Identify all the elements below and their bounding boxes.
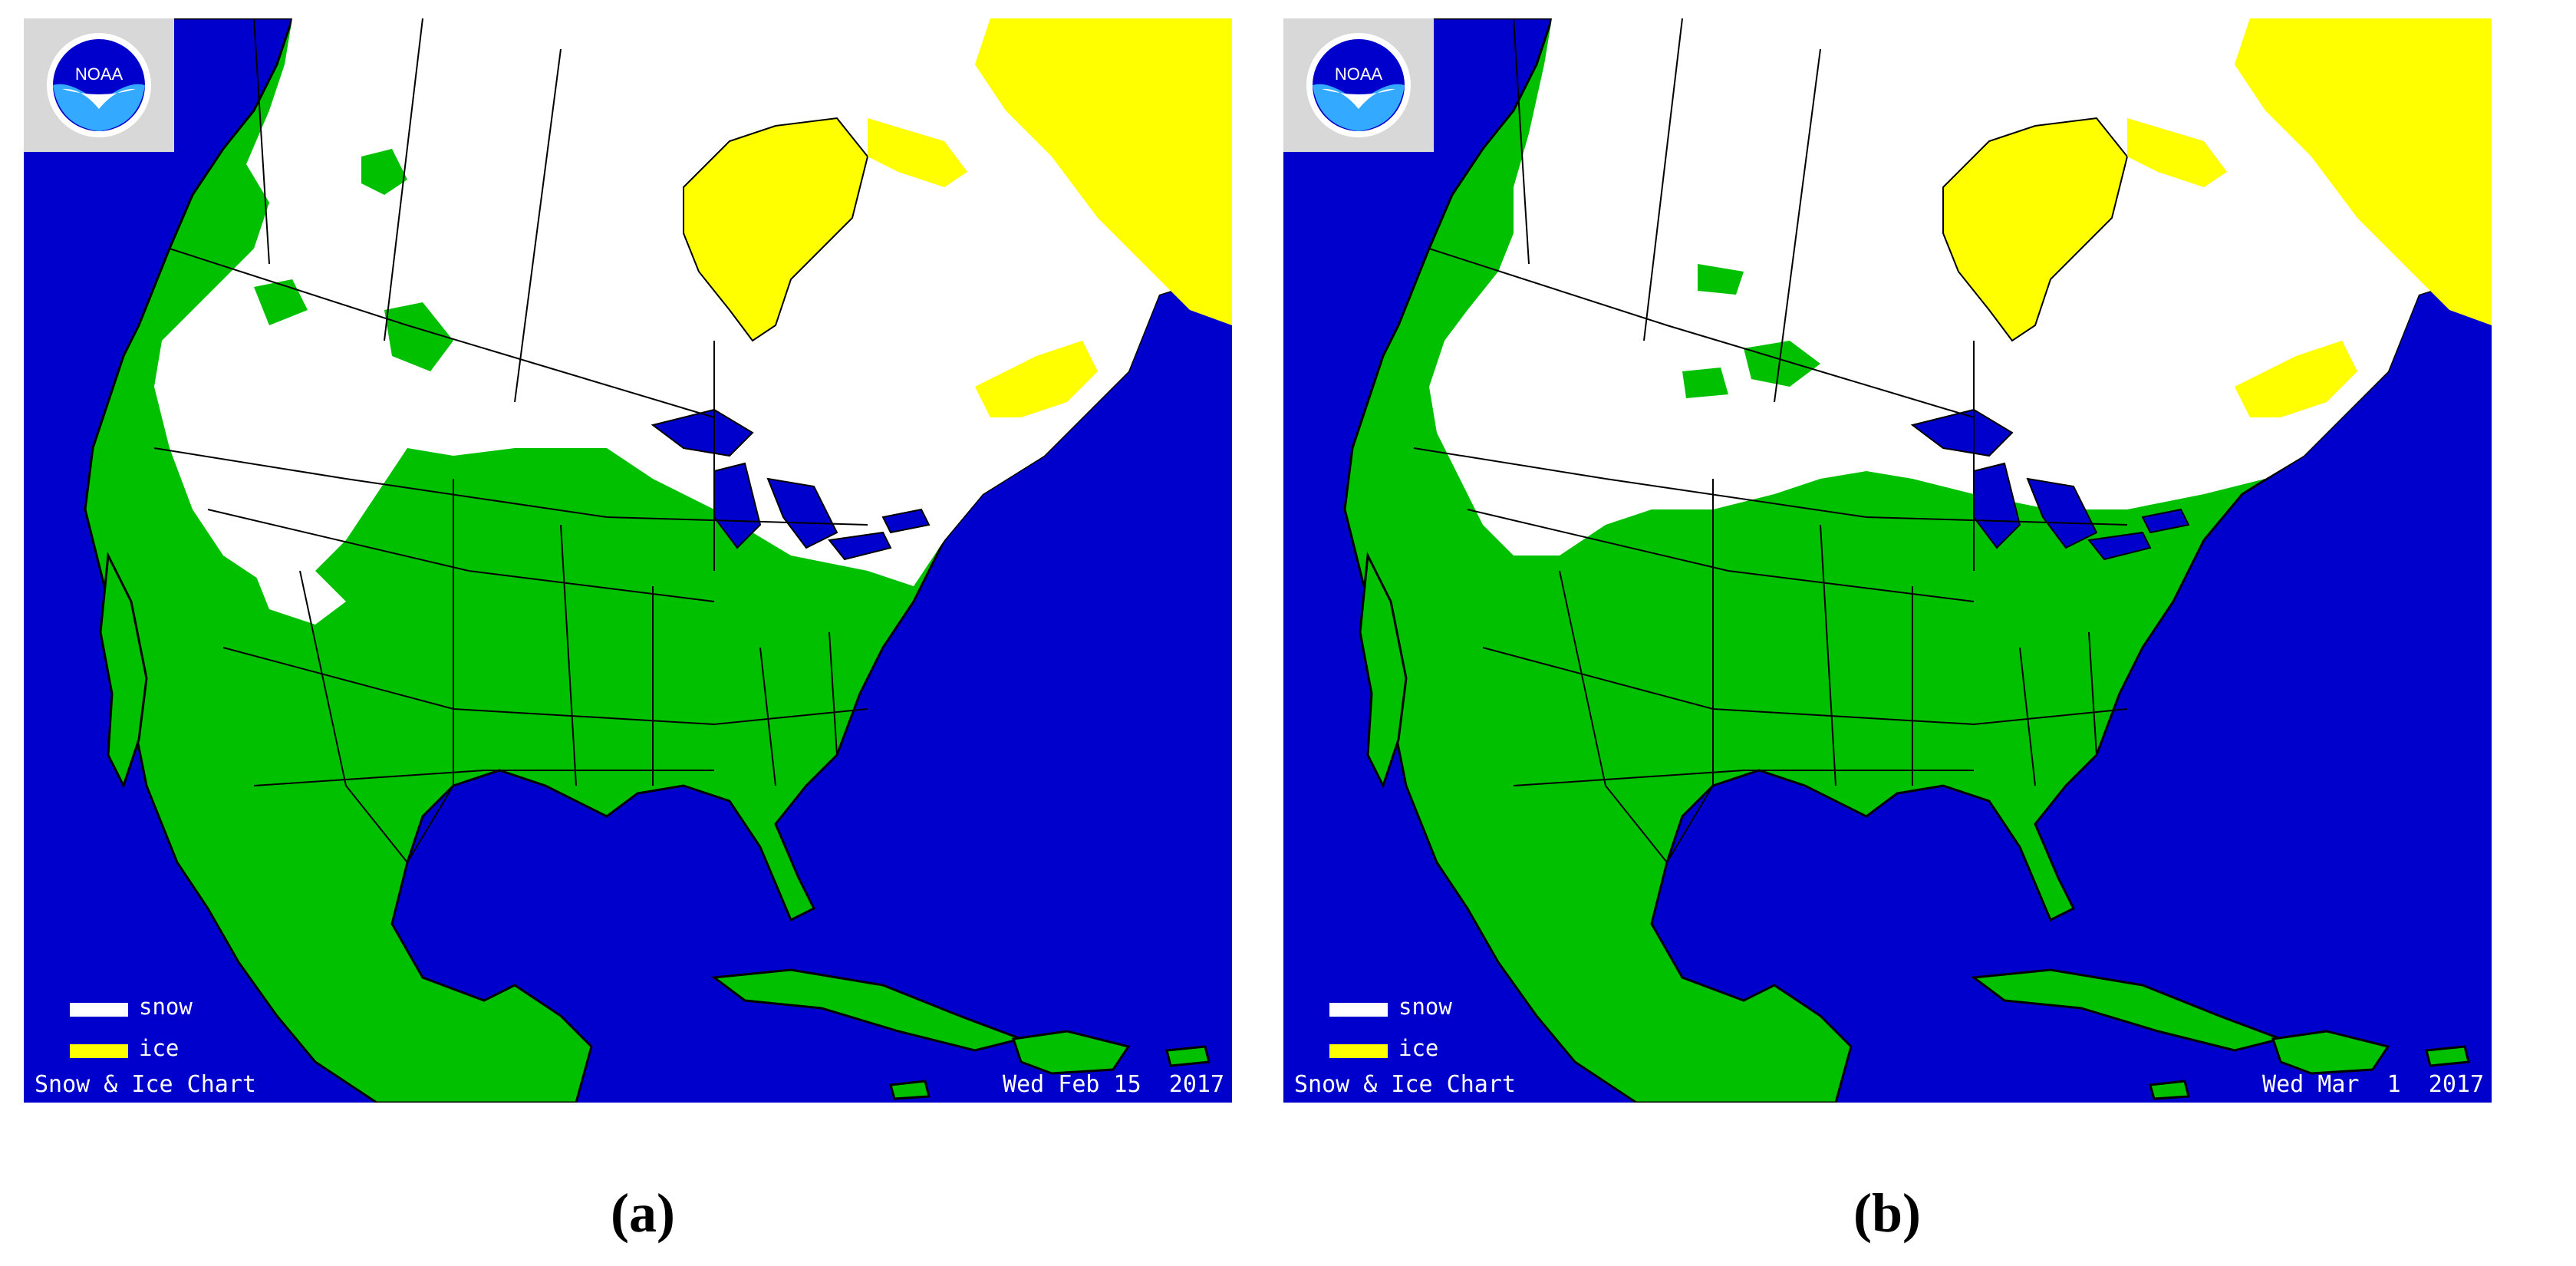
hudson-strait-ice [868,118,967,187]
bare-ground-patch [361,149,407,195]
chart-title: Snow & Ice Chart [1294,1071,1516,1098]
land-puerto-rico [1165,1045,1211,1067]
snow-ice-map-panel-a: NOAA snow ice Snow & Ice Chart Wed Feb 1… [24,18,1232,1103]
legend-snow-swatch [70,1003,128,1017]
caption-b: (b) [1853,1182,1921,1244]
hudson-strait-ice [2127,118,2227,187]
land-cuba [1971,968,2285,1052]
snow-patch-west [254,556,346,625]
snow-cover [154,18,1232,586]
noaa-logo-icon: NOAA [47,33,151,137]
bare-ground-patch [1682,368,1728,398]
bare-ground-patch [254,279,308,325]
legend-snow-label: snow [139,994,193,1020]
noaa-logo: NOAA [1283,18,1434,152]
land-jamaica [889,1080,931,1100]
bare-ground-patch [384,302,453,371]
noaa-logo: NOAA [24,18,174,152]
hudson-bay-ice [683,117,869,342]
chart-title: Snow & Ice Chart [35,1071,256,1098]
hudson-bay-ice [1942,117,2129,342]
legend-snow-swatch [1329,1003,1388,1017]
political-borders [153,18,868,864]
great-lakes [651,408,931,561]
land-baja [99,551,148,789]
land-puerto-rico [2425,1045,2470,1067]
land-baja [1359,551,1408,789]
bare-ground-patch [1698,264,1744,295]
snow-cover [1429,18,2492,556]
land-cuba [711,968,1026,1052]
gulf-stlawrence-ice [2235,341,2357,417]
chart-date: Wed Feb 15 2017 [1003,1071,1224,1098]
legend-snow-label: snow [1398,994,1452,1020]
legend-ice-label: ice [1398,1035,1439,1061]
bare-ground-patch [1744,341,1820,387]
arctic-ice-ne [2235,18,2492,325]
snow-ice-map-panel-b: NOAA snow ice Snow & Ice Chart Wed Mar 1… [1283,18,2492,1103]
great-lakes [1910,408,2190,561]
legend-ice-swatch [1329,1044,1388,1058]
gulf-stlawrence-ice [975,341,1098,417]
land-jamaica [2149,1080,2190,1100]
political-borders [1413,18,2128,864]
legend-ice-swatch [70,1044,128,1058]
svg-text:NOAA: NOAA [1335,64,1383,84]
land-hispaniola [2271,1030,2390,1075]
map-b [1283,18,2492,1103]
svg-text:NOAA: NOAA [75,64,124,84]
chart-date: Wed Mar 1 2017 [2262,1071,2484,1098]
map-a [24,18,1232,1103]
arctic-ice-ne [975,18,1232,325]
land-hispaniola [1012,1030,1131,1075]
legend-ice-label: ice [139,1035,180,1061]
noaa-logo-icon: NOAA [1306,33,1411,137]
caption-a: (a) [611,1182,675,1244]
